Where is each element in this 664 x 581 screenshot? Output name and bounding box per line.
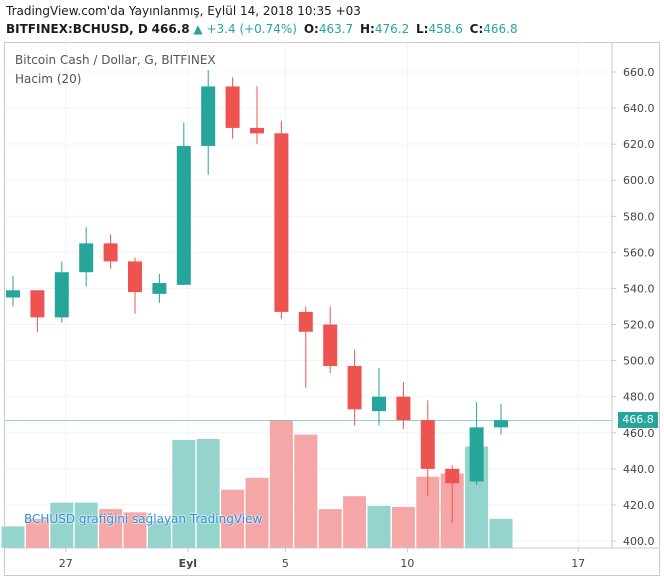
volume-legend[interactable]: Hacim (20): [15, 72, 82, 86]
candles: [6, 70, 508, 523]
candle-body: [30, 290, 45, 318]
volume-bar: [196, 438, 220, 548]
candle-body: [445, 468, 460, 484]
y-tick-label: 400.0: [623, 535, 655, 548]
x-tick-label: 5: [282, 557, 289, 570]
volume-bar: [147, 521, 171, 548]
candle-body: [298, 311, 313, 332]
candle-body: [274, 133, 289, 312]
volume-bar: [318, 509, 342, 548]
price-tag: 466.8: [618, 412, 658, 428]
volume-bar: [416, 476, 440, 548]
volume-bar: [269, 420, 293, 548]
x-tick-label: 27: [59, 557, 73, 570]
published-line: TradingView.com'da Yayınlanmış, Eylül 14…: [6, 4, 361, 18]
quote-line: BITFINEX:BCHUSD, D 466.8 ▲ +3.4 (+0.74%)…: [6, 22, 518, 36]
volume-bar: [367, 505, 391, 548]
candle-body: [6, 290, 20, 298]
watermark[interactable]: BCHUSD grafiğini sağlayan TradingView: [24, 512, 263, 526]
candle-body: [176, 145, 191, 285]
y-tick-label: 500.0: [623, 355, 655, 368]
candle-body: [225, 86, 240, 128]
volume-bar: [25, 518, 49, 548]
candle-body: [103, 243, 118, 262]
low-value: 458.6: [428, 22, 463, 36]
change-value: +3.4 (+0.74%): [206, 22, 297, 36]
candle-body: [323, 324, 338, 367]
volume-bar: [245, 477, 269, 548]
y-tick-label: 480.0: [623, 391, 655, 404]
candle-body: [128, 261, 142, 293]
candle-body: [372, 396, 386, 412]
y-tick-label: 520.0: [623, 319, 655, 332]
y-tick-label: 640.0: [623, 102, 655, 115]
open-value: 463.7: [318, 22, 354, 36]
y-tick-label: 600.0: [623, 174, 655, 187]
candle-body: [469, 427, 484, 482]
volume-bar: [1, 526, 25, 548]
candle-body: [54, 272, 69, 318]
chart-title[interactable]: Bitcoin Cash / Dollar, G, BITFINEX: [15, 53, 216, 67]
candle-body: [420, 420, 435, 469]
candle-body: [494, 420, 508, 428]
volume-bar: [391, 506, 415, 548]
volume-bar: [99, 509, 123, 548]
last-price: 466.8: [151, 22, 190, 36]
x-tick-label: 17: [571, 557, 585, 570]
close-label: C:: [469, 22, 484, 36]
candle-body: [250, 127, 264, 134]
open-label: O:: [303, 22, 319, 36]
chart-frame: [4, 42, 660, 576]
price-axis: 400.0 420.0 440.0 460.0 480.0 500.0 520.0 540.0…: [612, 66, 655, 548]
volume-bar: [221, 489, 245, 548]
low-label: L:: [416, 22, 429, 36]
candle-body: [79, 243, 94, 273]
y-tick-label: 540.0: [623, 282, 655, 295]
y-tick-label: 440.0: [623, 463, 655, 476]
candle-body: [201, 86, 216, 146]
volume-bar: [343, 496, 367, 548]
candle-body: [396, 396, 411, 421]
symbol-label[interactable]: BITFINEX:BCHUSD, D: [6, 22, 148, 36]
high-value: 476.2: [374, 22, 410, 36]
x-tick-label: Eyl: [179, 557, 197, 570]
y-tick-label: 580.0: [623, 210, 655, 223]
volume-bar: [50, 502, 74, 548]
volume-bar: [123, 512, 147, 548]
time-axis: 27 Eyl 5 10 17: [59, 548, 585, 570]
y-tick-label: 460.0: [623, 427, 655, 440]
y-tick-label: 660.0: [623, 66, 655, 79]
volume-bar: [74, 502, 98, 548]
volume-bar: [294, 434, 318, 548]
volume-bars: [1, 420, 513, 548]
close-value: 466.8: [483, 22, 518, 36]
y-tick-label: 420.0: [623, 499, 655, 512]
high-label: H:: [360, 22, 375, 36]
volume-bar: [172, 440, 196, 548]
volume-bar: [489, 518, 513, 548]
candle-body: [347, 366, 362, 410]
y-tick-label: 620.0: [623, 138, 655, 151]
up-arrow-icon: ▲: [193, 22, 203, 36]
y-tick-label: 560.0: [623, 246, 655, 259]
x-tick-label: 10: [400, 557, 414, 570]
candle-body: [152, 283, 167, 294]
